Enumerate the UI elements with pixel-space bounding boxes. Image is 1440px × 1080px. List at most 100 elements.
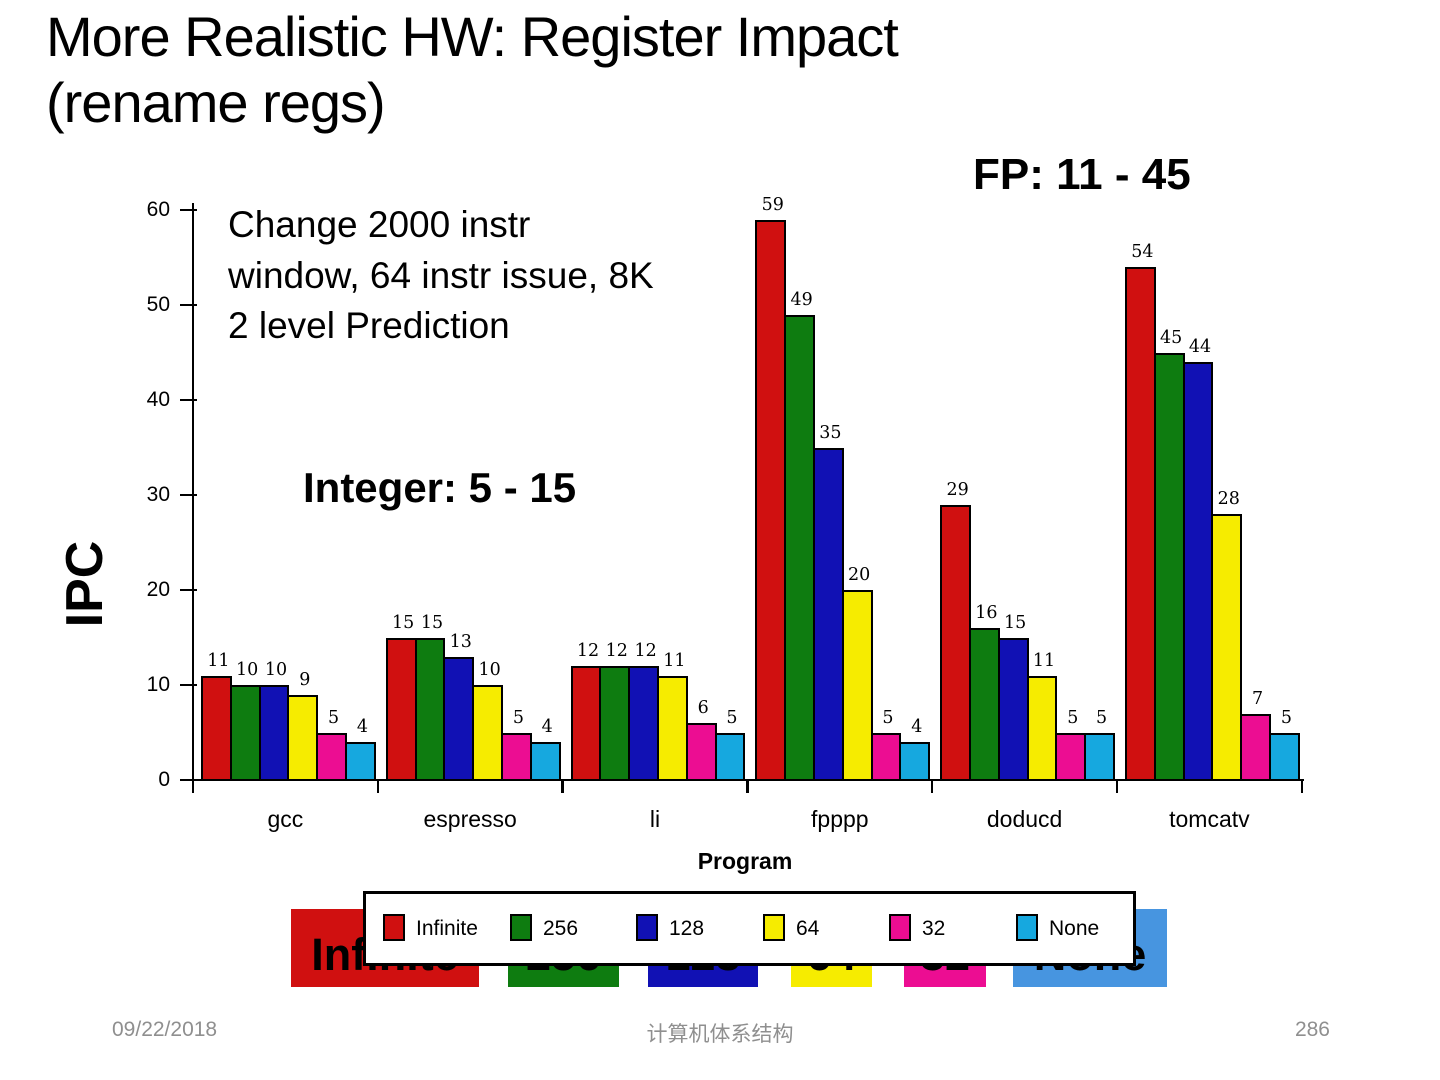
- bar-value-label: 5: [1067, 707, 1079, 728]
- bar-tomcatv-Infinite: [1125, 267, 1156, 781]
- y-tick-mark: [180, 398, 197, 402]
- category-label-tomcatv: tomcatv: [1169, 806, 1250, 832]
- bar-gcc-64: [287, 694, 319, 781]
- legend-swatch-icon: [1016, 914, 1038, 941]
- bar-doducd-32: [1055, 732, 1087, 781]
- bar-fpppp-64: [841, 590, 873, 781]
- bar-value-label: 15: [420, 612, 444, 633]
- bar-espresso-32: [501, 732, 532, 781]
- bar-value-label: 45: [1160, 327, 1183, 348]
- y-axis-line: [191, 203, 194, 781]
- x-tick-mark: [746, 780, 749, 793]
- bar-espresso-None: [529, 742, 561, 781]
- bar-tomcatv-128: [1182, 362, 1214, 781]
- bar-value-label: 44: [1188, 337, 1212, 357]
- slide-title: More Realistic HW: Register Impact (rena…: [46, 5, 899, 134]
- legend-swatch-icon: [510, 914, 532, 941]
- y-tick-label: 40: [146, 388, 170, 411]
- y-tick-label: 60: [146, 198, 170, 221]
- category-label-espresso: espresso: [423, 806, 517, 832]
- bar-value-label: 28: [1217, 489, 1240, 509]
- bar-tomcatv-256: [1153, 352, 1185, 781]
- bar-gcc-256: [229, 685, 261, 781]
- bar-value-label: 11: [1032, 650, 1056, 671]
- x-tick-mark: [1115, 780, 1119, 793]
- bar-fpppp-Infinite: [755, 219, 787, 781]
- y-tick-mark: [180, 588, 197, 592]
- bar-value-label: 12: [634, 641, 657, 661]
- legend-label: 64: [796, 917, 820, 940]
- chart-legend: Infinite 256 128 64 32 None: [363, 891, 1136, 966]
- bar-gcc-128: [258, 685, 290, 781]
- y-tick-mark: [180, 208, 197, 212]
- bar-value-label: 10: [236, 660, 259, 680]
- y-tick-label: 50: [146, 293, 170, 316]
- bar-fpppp-256: [784, 314, 815, 781]
- bar-gcc-None: [345, 742, 376, 781]
- footer-page-number: 286: [1294, 1018, 1330, 1041]
- bar-espresso-Infinite: [385, 637, 417, 781]
- category-label-doducd: doducd: [986, 806, 1063, 832]
- bar-value-label: 16: [975, 603, 998, 623]
- fp-range-annotation: FP: 11 - 45: [973, 150, 1191, 199]
- category-label-li: li: [649, 806, 661, 832]
- bar-value-label: 15: [392, 612, 415, 633]
- bar-value-label: 20: [848, 565, 871, 585]
- x-tick-mark: [376, 780, 380, 793]
- bar-gcc-32: [316, 732, 347, 781]
- y-tick-mark: [180, 493, 197, 497]
- config-annotation: Change 2000 instr window, 64 instr issue…: [228, 204, 654, 347]
- bar-value-label: 10: [264, 660, 288, 680]
- bar-value-label: 10: [478, 660, 501, 680]
- bar-li-None: [714, 732, 746, 781]
- bar-value-label: 5: [328, 707, 340, 728]
- footer-course-title: 计算机体系结构: [646, 1023, 794, 1046]
- bar-doducd-128: [997, 637, 1029, 781]
- bar-tomcatv-32: [1240, 713, 1271, 781]
- bar-value-label: 9: [299, 669, 311, 690]
- category-label-gcc: gcc: [267, 806, 304, 832]
- legend-label: None: [1049, 917, 1100, 940]
- bar-value-label: 59: [761, 194, 784, 215]
- legend-swatch-icon: [763, 914, 785, 941]
- legend-label: 256: [543, 917, 579, 940]
- legend-label: 32: [922, 917, 946, 940]
- bar-doducd-256: [969, 628, 1000, 781]
- bar-li-128: [628, 666, 659, 781]
- bar-value-label: 4: [541, 717, 553, 737]
- bar-value-label: 4: [356, 717, 368, 737]
- bar-value-label: 5: [1280, 707, 1292, 728]
- bar-fpppp-128: [813, 447, 844, 781]
- legend-label: 128: [669, 917, 705, 940]
- bar-value-label: 11: [207, 650, 230, 671]
- y-tick-mark: [180, 683, 197, 687]
- bar-fpppp-32: [870, 732, 902, 781]
- bar-value-label: 4: [911, 717, 923, 737]
- bar-li-32: [685, 723, 717, 781]
- bar-espresso-256: [414, 637, 446, 781]
- bar-li-64: [657, 675, 688, 781]
- bar-li-256: [599, 666, 631, 781]
- bar-espresso-64: [472, 685, 503, 781]
- x-tick-mark: [1300, 780, 1304, 793]
- bar-tomcatv-64: [1211, 514, 1243, 781]
- y-tick-mark: [180, 778, 197, 782]
- bar-value-label: 12: [605, 641, 628, 661]
- bar-doducd-Infinite: [940, 504, 971, 781]
- bar-value-label: 49: [790, 289, 813, 310]
- bar-value-label: 54: [1131, 242, 1154, 262]
- x-tick-mark: [191, 780, 195, 793]
- x-axis-title: Program: [697, 848, 793, 874]
- legend-swatch-icon: [889, 914, 911, 941]
- bar-tomcatv-None: [1269, 732, 1300, 781]
- bar-doducd-None: [1084, 732, 1115, 781]
- x-tick-mark: [930, 780, 934, 793]
- y-tick-label: 0: [158, 768, 170, 791]
- legend-swatch-icon: [383, 914, 405, 941]
- x-tick-mark: [561, 780, 564, 793]
- bar-value-label: 29: [946, 479, 969, 500]
- bar-value-label: 11: [663, 650, 686, 671]
- bar-value-label: 5: [1096, 707, 1108, 728]
